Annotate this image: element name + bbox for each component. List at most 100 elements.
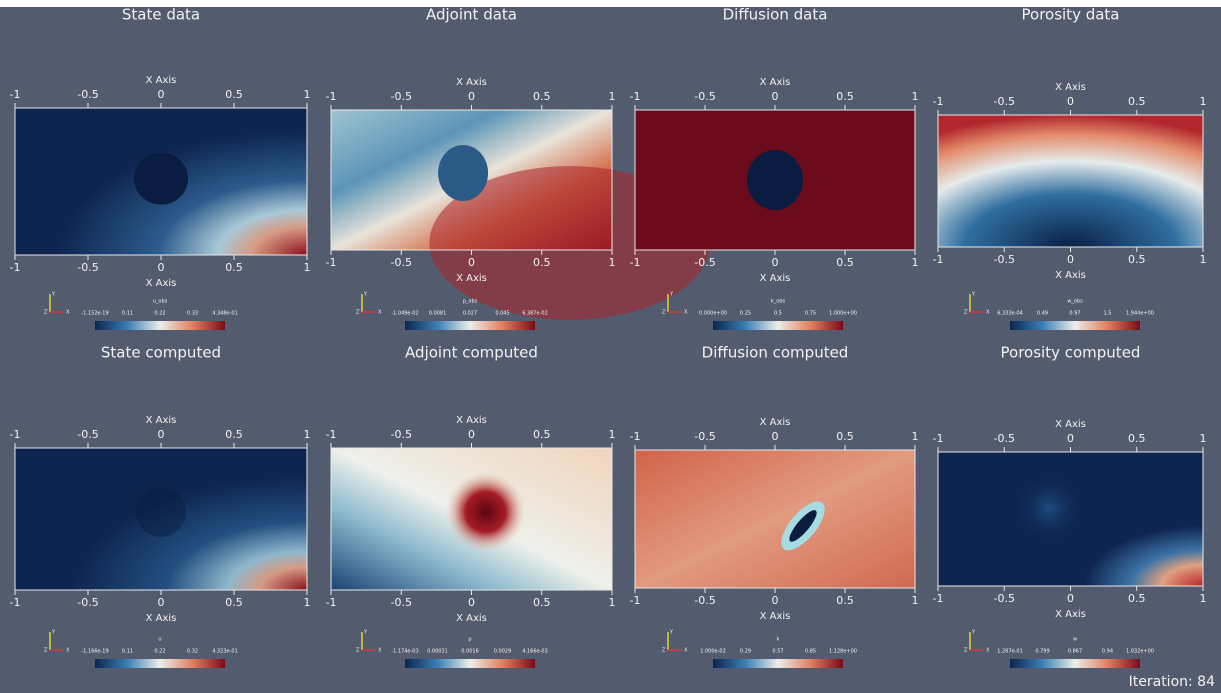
top-strip <box>0 0 1221 7</box>
x-axis-title: X Axis <box>760 611 791 622</box>
colorbar <box>405 321 535 330</box>
colorbar-tick-label: 0.11 <box>122 649 133 655</box>
x-tick-label: 1 <box>609 90 616 103</box>
x-axis-title: X Axis <box>1055 609 1086 620</box>
x-tick-label: -0.5 <box>694 430 715 443</box>
x-tick-label: 0.5 <box>225 261 243 274</box>
triad-label: X <box>378 648 382 654</box>
x-tick-label: -0.5 <box>391 256 412 269</box>
triad-label: Y <box>669 292 674 298</box>
x-tick-label: 0 <box>158 88 165 101</box>
x-tick-label: -1 <box>326 90 337 103</box>
x-tick-label: 0.5 <box>533 428 551 441</box>
x-tick-label: -1 <box>630 256 641 269</box>
x-axis-title: X Axis <box>456 77 487 88</box>
triad-label: Y <box>51 292 56 298</box>
x-tick-label: -0.5 <box>694 90 715 103</box>
x-tick-label: 0 <box>1067 432 1074 445</box>
colorbar <box>95 321 225 330</box>
x-tick-label: -0.5 <box>994 592 1015 605</box>
colorbar-tick-label: 0.97 <box>1069 311 1080 317</box>
x-axis-title: X Axis <box>456 415 487 426</box>
x-tick-label: 0.5 <box>533 596 551 609</box>
colorbar <box>1010 321 1140 330</box>
x-tick-label: 0 <box>772 90 779 103</box>
colorbar <box>713 659 843 668</box>
iteration-status: Iteration: 84 <box>1129 674 1215 690</box>
colorbar <box>713 321 843 330</box>
colorbar-tick-label: 6.387e-02 <box>522 311 548 317</box>
triad-label: X <box>66 310 70 316</box>
colorbar-title: u <box>158 637 161 643</box>
triad-label: X <box>684 648 688 654</box>
field-blob <box>789 510 817 542</box>
x-axis-title: X Axis <box>146 75 177 86</box>
x-tick-label: 1 <box>609 596 616 609</box>
x-axis-title: X Axis <box>146 415 177 426</box>
x-tick-label: -1 <box>326 428 337 441</box>
x-tick-label: 0.5 <box>225 596 243 609</box>
x-tick-label: 0 <box>468 90 475 103</box>
x-tick-label: 1 <box>912 594 919 607</box>
x-tick-label: 1 <box>1200 592 1207 605</box>
triad-label: Z <box>662 648 666 654</box>
x-tick-label: 1 <box>912 430 919 443</box>
colorbar-title: k_obs <box>771 299 786 305</box>
x-tick-label: -0.5 <box>694 594 715 607</box>
x-axis-title: X Axis <box>146 278 177 289</box>
colorbar-tick-label: 0.799 <box>1035 649 1049 655</box>
triad-label: X <box>66 648 70 654</box>
panel-title: Porosity computed <box>1001 344 1141 362</box>
x-tick-label: 0 <box>1067 253 1074 266</box>
x-tick-label: 1 <box>1200 253 1207 266</box>
x-tick-label: 0.5 <box>225 428 243 441</box>
x-tick-label: 0 <box>772 430 779 443</box>
x-tick-label: -1 <box>630 430 641 443</box>
x-tick-label: 0.5 <box>1128 432 1146 445</box>
x-tick-label: 0 <box>158 428 165 441</box>
x-axis-title: X Axis <box>1055 270 1086 281</box>
colorbar-tick-label: 0.32 <box>187 649 198 655</box>
x-tick-label: 0.5 <box>836 90 854 103</box>
colorbar-tick-label: 1.032e+00 <box>1126 649 1154 655</box>
colorbar <box>1010 659 1140 668</box>
x-tick-label: -0.5 <box>391 596 412 609</box>
x-axis-title: X Axis <box>1055 419 1086 430</box>
triad-label: X <box>378 310 382 316</box>
field-blob <box>136 486 186 537</box>
x-tick-label: 0 <box>772 256 779 269</box>
triad-label: Y <box>363 292 368 298</box>
field-blob <box>445 471 526 552</box>
x-tick-label: -1 <box>630 90 641 103</box>
colorbar-tick-label: 0.25 <box>740 311 751 317</box>
panel-title: Porosity data <box>1022 6 1120 24</box>
x-tick-label: 0 <box>468 596 475 609</box>
x-tick-label: 0 <box>1067 95 1074 108</box>
colorbar-tick-label: -1.174e-03 <box>391 649 418 655</box>
colorbar-tick-label: 0.0029 <box>494 649 512 655</box>
colorbar-tick-label: 1.287e-01 <box>997 649 1023 655</box>
x-tick-label: 0.5 <box>1128 253 1146 266</box>
colorbar-tick-label: 1.000e-02 <box>700 649 726 655</box>
colorbar-title: p <box>468 637 471 643</box>
colorbar-tick-label: 0.57 <box>772 649 783 655</box>
colorbar-tick-label: 4.166e-03 <box>522 649 548 655</box>
colorbar-title: w <box>1073 637 1077 643</box>
x-tick-label: 1 <box>912 90 919 103</box>
triad-label: Y <box>669 630 674 636</box>
triad-label: X <box>684 310 688 316</box>
x-tick-label: -1 <box>326 596 337 609</box>
colorbar-tick-label: 0.75 <box>805 311 816 317</box>
panel-title: Adjoint data <box>426 6 517 24</box>
x-tick-label: -0.5 <box>77 596 98 609</box>
x-tick-label: -0.5 <box>77 261 98 274</box>
x-tick-label: 0.5 <box>836 256 854 269</box>
x-axis-title: X Axis <box>146 613 177 624</box>
colorbar-tick-label: 4.348e-01 <box>212 311 238 317</box>
x-tick-label: 0 <box>158 596 165 609</box>
colorbar-tick-label: 4.323e-01 <box>212 649 238 655</box>
colorbar-tick-label: 0.000e+00 <box>699 311 727 317</box>
colorbar-title: p_obs <box>463 299 478 305</box>
panel-title: Diffusion data <box>723 6 828 24</box>
x-tick-label: 1 <box>304 428 311 441</box>
